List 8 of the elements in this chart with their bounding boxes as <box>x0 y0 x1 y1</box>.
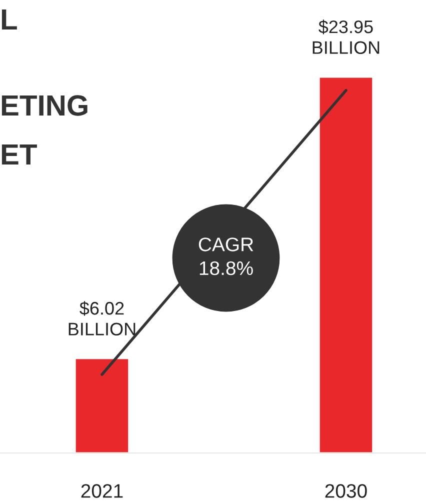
x-tick-label: 2030 <box>325 484 367 498</box>
annotation: CAGR 18.8% <box>198 238 254 276</box>
annotation: ET <box>2 144 37 165</box>
x-tick-label: 2021 <box>81 484 123 498</box>
text: L <box>2 9 17 30</box>
data-label: $23.95 BILLION <box>312 20 380 54</box>
data-label: $6.02 BILLION <box>68 301 136 336</box>
annotation: ETING <box>2 95 88 116</box>
